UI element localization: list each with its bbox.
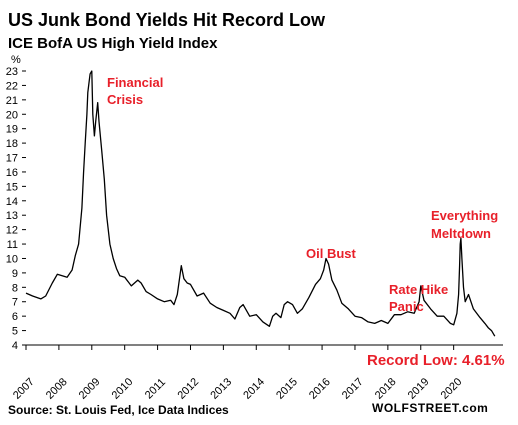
x-tick-label: 2009 <box>77 376 103 402</box>
y-tick-label: 13 <box>6 210 18 222</box>
x-tick-label: 2013 <box>208 376 234 402</box>
y-tick-label: 7 <box>12 297 18 309</box>
y-axis: 4 5 6 7 8 9 10 11 12 13 14 15 16 17 18 19 20 21 22 23 <box>6 66 26 352</box>
source-note: Source: St. Louis Fed, Ice Data Indices <box>8 403 229 417</box>
y-tick-label: 12 <box>6 225 18 237</box>
y-tick-label: 8 <box>12 282 18 294</box>
y-tick-label: 20 <box>6 109 18 121</box>
y-tick-label: 14 <box>6 196 18 208</box>
x-tick-label: 2016 <box>307 376 333 402</box>
x-tick-label: 2018 <box>373 376 399 402</box>
y-tick-label: 22 <box>6 80 18 92</box>
brand-watermark: WOLFSTREET.com <box>372 401 488 415</box>
y-axis-label: % <box>11 54 21 66</box>
x-tick-label: 2014 <box>241 376 267 402</box>
y-tick-label: 11 <box>7 239 18 251</box>
chart-title: US Junk Bond Yields Hit Record Low <box>8 10 326 30</box>
x-tick-label: 2017 <box>340 376 366 402</box>
svg-text:Panic: Panic <box>389 299 424 314</box>
svg-text:Rate Hike: Rate Hike <box>389 282 448 297</box>
x-tick-label: 2015 <box>274 376 300 402</box>
y-tick-label: 18 <box>6 138 18 150</box>
x-tick-label: 2012 <box>175 376 201 402</box>
annotation-record-low: Record Low: 4.61% <box>367 352 505 369</box>
x-tick-label: 2007 <box>11 376 37 402</box>
y-tick-label: 10 <box>6 253 18 265</box>
svg-text:Meltdown: Meltdown <box>431 226 491 241</box>
y-tick-label: 4 <box>12 340 18 352</box>
series-line <box>25 70 496 337</box>
y-tick-label: 15 <box>6 181 18 193</box>
y-tick-label: 9 <box>12 268 18 280</box>
y-tick-label: 17 <box>6 153 18 165</box>
annotation-oil-bust: Oil Bust <box>306 246 357 261</box>
y-tick-label: 5 <box>12 326 18 338</box>
svg-text:Financial: Financial <box>107 75 163 90</box>
annotation-financial-crisis: Financial Crisis <box>107 75 163 107</box>
x-tick-label: 2011 <box>143 376 168 401</box>
x-tick-label: 2008 <box>44 376 70 402</box>
x-tick-label: 2020 <box>439 376 465 402</box>
y-tick-label: 6 <box>12 311 18 323</box>
annotation-rate-hike: Rate Hike Panic <box>389 282 448 314</box>
x-tick-label: 2010 <box>110 376 136 402</box>
y-tick-label: 23 <box>6 66 18 78</box>
y-tick-label: 16 <box>6 167 18 179</box>
svg-text:Crisis: Crisis <box>107 92 143 107</box>
annotation-meltdown: Everything Meltdown <box>431 208 498 241</box>
chart-subtitle: ICE BofA US High Yield Index <box>8 35 218 52</box>
svg-text:Oil Bust: Oil Bust <box>306 246 357 261</box>
x-tick-label: 2019 <box>406 376 432 402</box>
svg-text:Everything: Everything <box>431 208 498 223</box>
y-tick-label: 19 <box>6 124 18 136</box>
y-tick-label: 21 <box>6 95 18 107</box>
